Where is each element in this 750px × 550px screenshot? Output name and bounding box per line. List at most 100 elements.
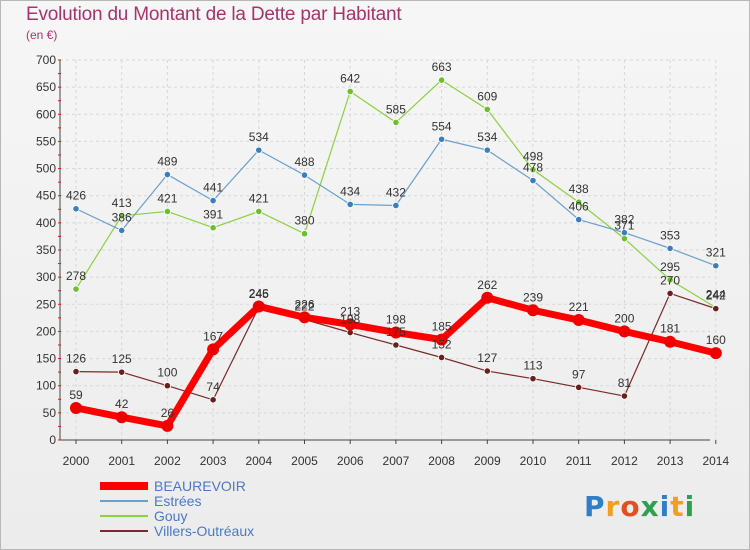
legend-label-estr-es: Estrées xyxy=(154,493,202,509)
legend-swatch-beaurevoir xyxy=(100,482,148,490)
data-label-beaurevoir: 262 xyxy=(477,278,497,292)
data-point-villers-outr-aux xyxy=(529,375,537,383)
logo-letter: i xyxy=(684,490,696,523)
data-label-beaurevoir: 198 xyxy=(386,313,406,327)
x-tick-label: 2008 xyxy=(428,454,455,468)
data-point-villers-outr-aux xyxy=(392,341,400,349)
y-tick-label: 650 xyxy=(36,80,56,94)
data-point-estr-es xyxy=(72,205,80,213)
legend-swatch-gouy xyxy=(100,515,148,517)
x-tick-label: 2002 xyxy=(154,454,181,468)
y-tick-label: 250 xyxy=(36,297,56,311)
data-point-gouy xyxy=(72,285,80,293)
x-tick-label: 2013 xyxy=(657,454,684,468)
data-point-villers-outr-aux xyxy=(209,396,217,404)
x-tick-label: 2001 xyxy=(108,454,135,468)
data-point-beaurevoir xyxy=(435,333,448,346)
data-point-villers-outr-aux xyxy=(666,289,674,298)
legend-swatch-villers-outr-aux xyxy=(100,530,148,532)
data-label-estr-es: 406 xyxy=(569,200,589,214)
data-point-gouy xyxy=(163,207,171,216)
chart-unit-label: (en €) xyxy=(26,28,58,42)
data-point-beaurevoir xyxy=(618,325,631,338)
data-label-beaurevoir: 221 xyxy=(569,300,589,314)
data-label-beaurevoir: 213 xyxy=(340,304,360,318)
data-label-estr-es: 386 xyxy=(112,210,132,224)
data-point-estr-es xyxy=(666,244,674,252)
y-tick-label: 100 xyxy=(36,379,56,393)
legend-item-beaurevoir: BEAUREVOIR xyxy=(100,478,246,494)
data-label-villers-outr-aux: 175 xyxy=(386,325,406,339)
x-tick-label: 2000 xyxy=(63,454,90,468)
data-point-beaurevoir xyxy=(527,304,539,317)
data-label-beaurevoir: 59 xyxy=(69,388,83,402)
data-label-villers-outr-aux: 270 xyxy=(660,273,680,287)
data-label-gouy: 413 xyxy=(112,196,132,210)
data-point-estr-es xyxy=(163,170,171,179)
data-label-estr-es: 434 xyxy=(340,184,360,198)
data-point-beaurevoir xyxy=(344,318,357,331)
data-point-beaurevoir xyxy=(481,291,494,304)
data-label-estr-es: 426 xyxy=(66,189,86,203)
data-point-villers-outr-aux xyxy=(72,367,80,376)
data-label-estr-es: 441 xyxy=(203,181,223,195)
x-tick-label: 2011 xyxy=(566,454,592,468)
x-tick-label: 2014 xyxy=(702,454,729,468)
data-label-beaurevoir: 26 xyxy=(161,406,175,420)
data-label-estr-es: 534 xyxy=(249,130,269,144)
y-tick-label: 50 xyxy=(43,406,57,420)
y-tick-label: 0 xyxy=(49,433,56,447)
data-point-villers-outr-aux xyxy=(620,392,629,400)
data-label-gouy: 391 xyxy=(203,208,223,222)
data-label-beaurevoir: 226 xyxy=(294,297,314,311)
data-label-villers-outr-aux: 113 xyxy=(523,359,542,373)
data-point-beaurevoir xyxy=(664,335,677,348)
data-point-estr-es xyxy=(346,200,354,208)
data-point-gouy xyxy=(529,166,537,174)
data-label-gouy: 244 xyxy=(706,288,726,302)
legend-swatch-estr-es xyxy=(100,500,148,502)
data-point-estr-es xyxy=(209,197,217,205)
data-label-villers-outr-aux: 152 xyxy=(432,337,452,351)
data-label-villers-outr-aux: 81 xyxy=(618,376,632,390)
data-point-estr-es xyxy=(529,176,537,185)
proxiti-logo: Proxiti xyxy=(584,490,695,523)
logo-letter: o xyxy=(620,490,641,523)
data-point-gouy xyxy=(346,87,354,96)
data-label-beaurevoir: 167 xyxy=(203,329,223,343)
data-label-villers-outr-aux: 97 xyxy=(572,367,586,381)
data-label-estr-es: 534 xyxy=(477,130,497,144)
data-label-beaurevoir: 181 xyxy=(660,322,680,336)
data-label-estr-es: 554 xyxy=(432,119,452,133)
legend-label-gouy: Gouy xyxy=(154,508,188,524)
data-point-beaurevoir xyxy=(161,419,174,432)
data-label-villers-outr-aux: 100 xyxy=(157,366,177,380)
data-point-estr-es xyxy=(620,229,629,237)
data-label-villers-outr-aux: 126 xyxy=(66,352,86,366)
data-point-gouy xyxy=(666,276,674,284)
y-tick-label: 550 xyxy=(36,134,56,148)
data-point-estr-es xyxy=(300,171,309,179)
data-label-beaurevoir: 200 xyxy=(614,311,634,325)
data-label-gouy: 380 xyxy=(294,214,314,228)
y-tick-label: 300 xyxy=(36,270,56,284)
data-label-estr-es: 489 xyxy=(157,155,177,169)
logo-letter: r xyxy=(605,490,621,523)
data-point-gouy xyxy=(392,118,400,127)
data-point-estr-es xyxy=(255,146,263,154)
y-tick-label: 150 xyxy=(36,352,56,366)
data-point-gouy xyxy=(483,105,491,114)
data-point-gouy xyxy=(575,198,583,206)
x-tick-label: 2012 xyxy=(611,454,638,468)
data-point-beaurevoir xyxy=(252,300,265,313)
data-label-gouy: 278 xyxy=(66,269,86,283)
data-label-estr-es: 321 xyxy=(706,246,726,260)
data-label-villers-outr-aux: 242 xyxy=(706,289,726,303)
data-label-gouy: 498 xyxy=(523,150,543,164)
data-point-estr-es xyxy=(437,135,446,143)
legend-item-villers-outr-aux: Villers-Outréaux xyxy=(100,523,254,539)
data-point-estr-es xyxy=(712,262,720,270)
data-label-gouy: 438 xyxy=(569,182,589,196)
data-point-villers-outr-aux xyxy=(163,382,171,390)
data-label-villers-outr-aux: 222 xyxy=(294,299,314,313)
